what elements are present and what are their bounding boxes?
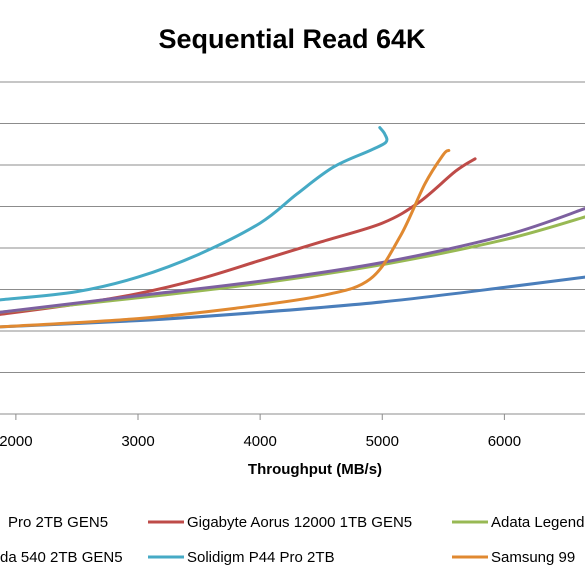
legend-label: Adata Legend — [491, 514, 584, 531]
grid — [0, 81, 585, 373]
legend-item-solidigm: Solidigm P44 Pro 2TB — [148, 549, 335, 566]
x-tick-label: 5000 — [366, 433, 399, 450]
x-axis-label: Throughput (MB/s) — [248, 461, 382, 478]
legend-label: Samsung 99 — [491, 549, 575, 566]
series-line-0 — [0, 275, 585, 329]
x-tick-label: 4000 — [243, 433, 276, 450]
x-tick-label: 6000 — [488, 433, 521, 450]
series-lines — [0, 126, 585, 329]
legend-label: Gigabyte Aorus 12000 1TB GEN5 — [187, 514, 412, 531]
legend-item-samsung: Samsung 99 — [452, 549, 575, 566]
series-line-4 — [0, 126, 389, 302]
legend-item-adata: Adata Legend — [452, 514, 584, 531]
legend-item-pro-2tb: Pro 2TB GEN5 — [8, 514, 108, 531]
legend-label: Pro 2TB GEN5 — [8, 514, 108, 531]
series-line-3 — [0, 207, 585, 314]
legend: Pro 2TB GEN5 Gigabyte Aorus 12000 1TB GE… — [0, 514, 584, 566]
legend-item-gigabyte: Gigabyte Aorus 12000 1TB GEN5 — [148, 514, 412, 531]
chart-title: Sequential Read 64K — [158, 24, 426, 54]
series-line-5 — [0, 149, 451, 329]
x-ticks: 2000 3000 4000 5000 6000 — [0, 414, 521, 450]
x-tick-label: 2000 — [0, 433, 33, 450]
x-tick-label: 3000 — [121, 433, 154, 450]
legend-label: Solidigm P44 Pro 2TB — [187, 549, 335, 566]
legend-item-540: da 540 2TB GEN5 — [0, 549, 123, 566]
legend-label: da 540 2TB GEN5 — [0, 549, 123, 566]
series-line-2 — [0, 215, 585, 314]
